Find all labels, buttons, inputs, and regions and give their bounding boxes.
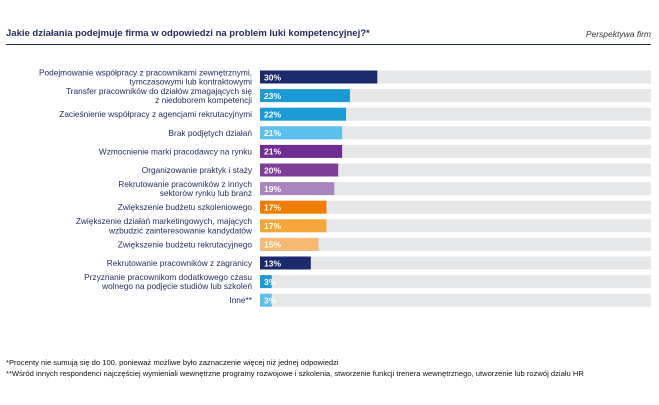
bar-track: [260, 219, 651, 233]
header-rule: [6, 44, 651, 45]
category-label: Podejmowanie współpracy z pracownikami z…: [39, 67, 252, 77]
bar-row: 15% Zwiększenie budżetu rekrutacyjnego: [118, 237, 651, 251]
category-label: Rekrutowanie pracowników z zagranicy: [107, 258, 253, 268]
bar-track: [260, 275, 651, 289]
bar-row: 3% Inne**: [229, 293, 651, 307]
bar-track: [260, 163, 651, 177]
bar-track: [260, 200, 651, 214]
category-label: Zwiększenie budżetu rekrutacyjnego: [118, 239, 253, 249]
category-label: wzbudzić zainteresowanie kandydatów: [108, 225, 253, 235]
bar-row: 13% Rekrutowanie pracowników z zagranicy: [107, 256, 651, 270]
footnotes: *Procenty nie sumują się do 100, poniewa…: [6, 358, 651, 379]
data-label: 17%: [264, 221, 281, 231]
bar-track: [260, 293, 651, 307]
bar-row: 3% Przyznanie pracownikom dodatkowego cza…: [84, 272, 651, 291]
bar: [260, 293, 272, 307]
data-label: 17%: [264, 203, 281, 213]
bar-row: 19% Rekrutowanie pracowników z innychsekt…: [118, 179, 651, 198]
bar: [260, 200, 327, 214]
perspective-label: Perspektywa firm: [585, 29, 651, 39]
category-label: z niedoborem kompetencji: [155, 95, 252, 105]
bar-row: 21% Brak podjętych działań: [169, 126, 651, 140]
bar-row: 30% Podejmowanie współpracy z pracownikam…: [39, 67, 651, 87]
bar: [260, 219, 327, 233]
data-label: 3%: [264, 296, 277, 306]
bar-track: [260, 126, 651, 140]
bar-track: [260, 256, 651, 270]
bar: [260, 275, 272, 289]
footnote-1: *Procenty nie sumują się do 100, poniewa…: [6, 358, 339, 367]
category-label: tymczasowymi lub kontraktowymi: [129, 77, 252, 87]
data-label: 20%: [264, 165, 281, 175]
data-label: 21%: [264, 128, 281, 138]
bar-row: 23% Transfer pracowników do działów zmaga…: [66, 86, 651, 105]
bar: [260, 70, 378, 84]
data-label: 30%: [264, 72, 281, 82]
category-label: Inne**: [229, 295, 252, 305]
bar: [260, 89, 350, 103]
data-label: 13%: [264, 258, 281, 268]
category-label: Organizowanie praktyk i staży: [142, 165, 253, 175]
category-label: Zwiększenie działań marketingowych, mają…: [76, 216, 253, 226]
data-label: 15%: [264, 240, 281, 250]
category-label: Przyznanie pracownikom dodatkowego czasu: [84, 272, 252, 282]
bar: [260, 256, 311, 270]
bar-row: 20% Organizowanie praktyk i staży: [142, 163, 651, 177]
bar: [260, 163, 339, 177]
category-label: Brak podjętych działań: [169, 128, 253, 138]
bar-track: [260, 237, 651, 251]
data-label: 19%: [264, 184, 281, 194]
data-label: 21%: [264, 147, 281, 157]
data-label: 23%: [264, 91, 281, 101]
bar-row: 21% Wzmocnienie marki pracodawcy na rynku: [99, 144, 651, 158]
bar-row: 22% Zacieśnienie współpracy z agencjami r…: [59, 107, 651, 121]
bar: [260, 144, 343, 158]
bar-track: [260, 182, 651, 196]
data-label: 22%: [264, 110, 281, 120]
bar-chart: 30% Podejmowanie współpracy z pracownikam…: [39, 67, 651, 307]
category-label: Wzmocnienie marki pracodawcy na rynku: [99, 146, 252, 156]
bar-row: 17% Zwiększenie budżetu szkoleniowego: [118, 200, 651, 214]
category-label: Zwiększenie budżetu szkoleniowego: [118, 202, 253, 212]
chart-header: Jakie działania podejmuje firma w odpowi…: [6, 28, 651, 42]
bar: [260, 182, 335, 196]
category-label: Rekrutowanie pracowników z innych: [118, 179, 252, 189]
bar: [260, 237, 319, 251]
bar-row: 17% Zwiększenie działań marketingowych, m…: [76, 216, 651, 235]
category-label: sektorów rynku lub branż: [160, 188, 252, 198]
bar-track: [260, 144, 651, 158]
category-label: Transfer pracowników do działów zmagając…: [66, 86, 252, 96]
category-label: wolnego na podjęcie studiów lub szkoleń: [101, 281, 252, 291]
chart-title: Jakie działania podejmuje firma w odpowi…: [6, 28, 370, 39]
category-label: Zacieśnienie współpracy z agencjami rekr…: [59, 109, 252, 119]
bar: [260, 126, 343, 140]
footnote-2: **Wśród innych respondenci najczęściej w…: [6, 368, 584, 378]
bar: [260, 107, 347, 121]
data-label: 3%: [264, 277, 277, 287]
bar-track: [260, 89, 651, 103]
bar-track: [260, 107, 651, 121]
